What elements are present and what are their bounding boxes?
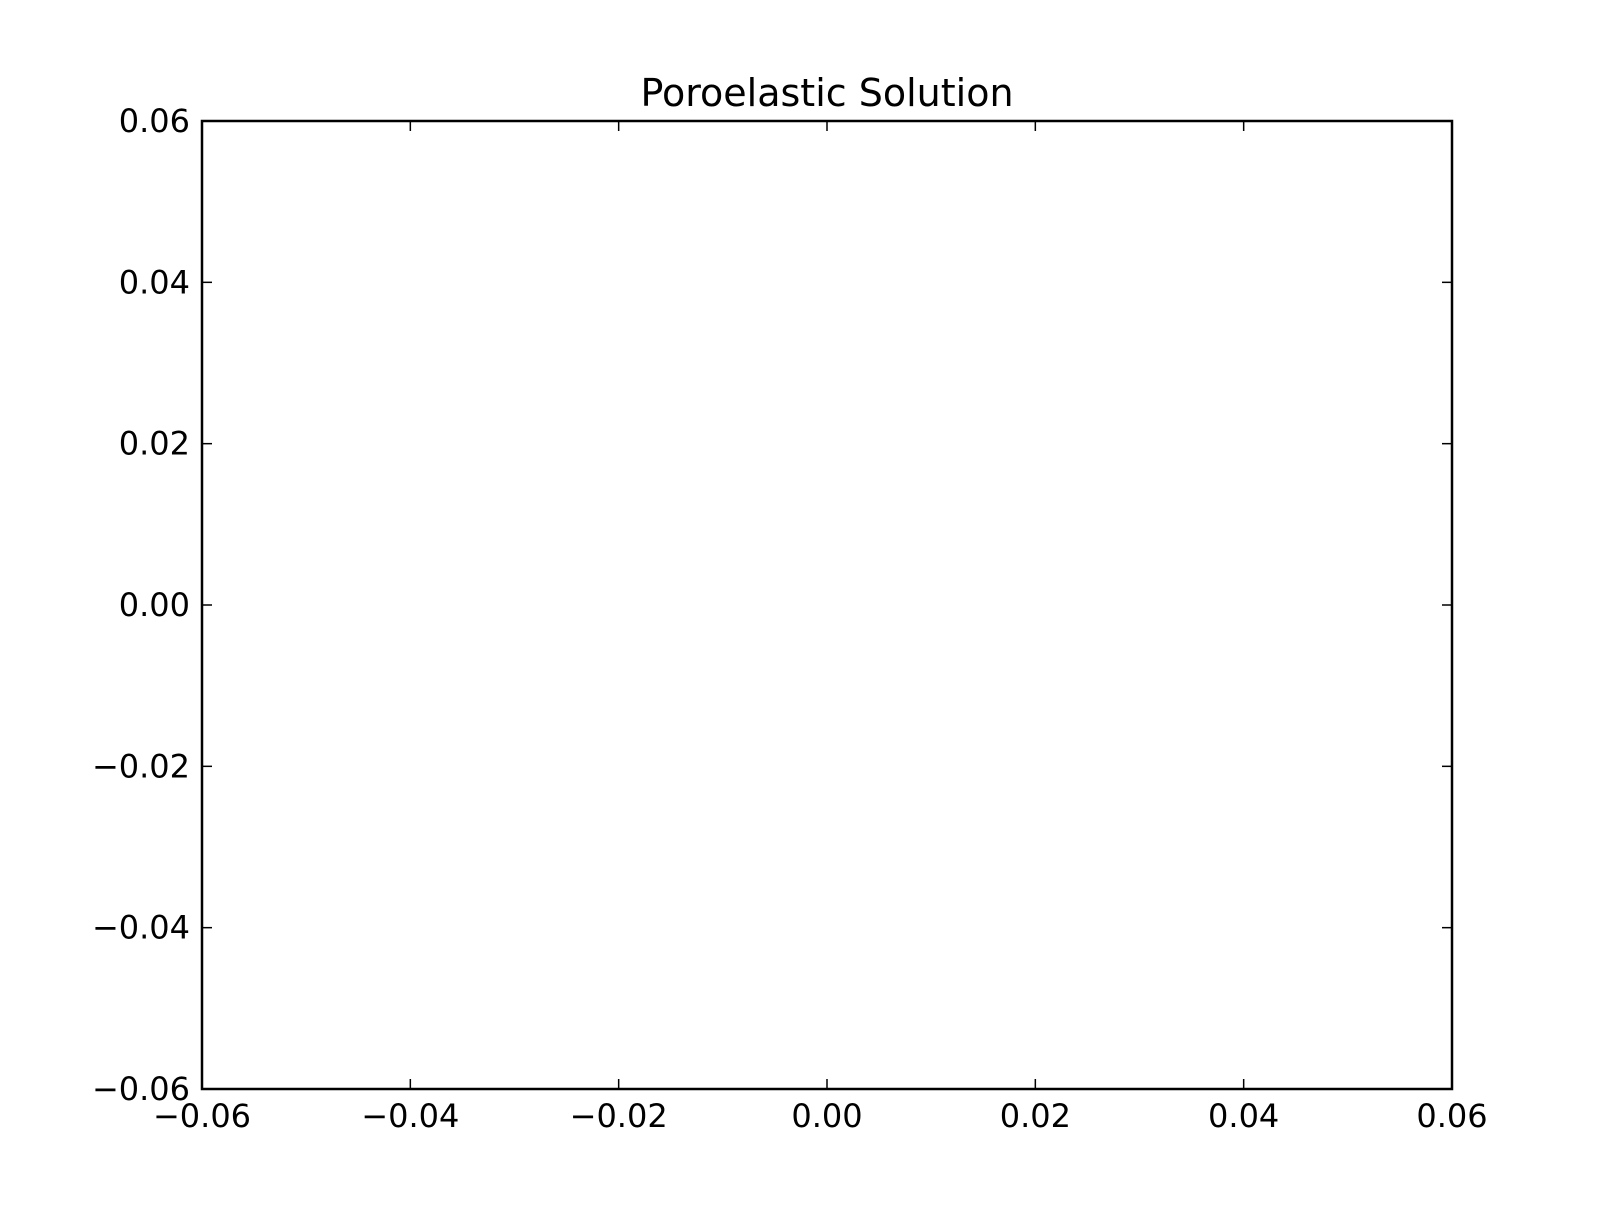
plot-area-frame — [200, 119, 1454, 1091]
chart-title: Poroelastic Solution — [640, 71, 1013, 115]
x-tick-label: 0.02 — [1000, 1097, 1071, 1135]
y-tick-label: 0.02 — [119, 425, 190, 463]
y-tick-label: −0.06 — [92, 1070, 190, 1108]
x-tick-label: −0.06 — [153, 1097, 251, 1135]
tick-labels-layer: −0.06 −0.04 −0.02 0.00 0.02 0.04 0.06 −0.06 −0.0… — [92, 102, 1488, 1135]
y-tick-label: 0.04 — [119, 263, 190, 301]
x-tick-label: −0.04 — [361, 1097, 459, 1135]
y-tick-label: −0.02 — [92, 747, 190, 785]
x-tick-label: −0.02 — [570, 1097, 668, 1135]
x-tick-label: 0.00 — [791, 1097, 862, 1135]
x-tick-label: 0.06 — [1416, 1097, 1487, 1135]
y-tick-label: −0.04 — [92, 909, 190, 947]
x-tick-label: 0.04 — [1208, 1097, 1279, 1135]
y-tick-label: 0.06 — [119, 102, 190, 140]
y-tick-label: 0.00 — [119, 586, 190, 624]
